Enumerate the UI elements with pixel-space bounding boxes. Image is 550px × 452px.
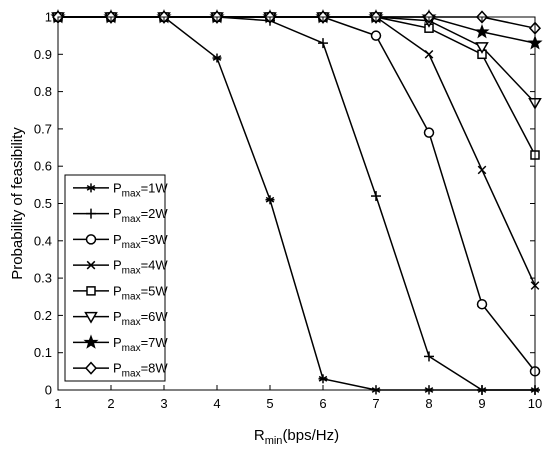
x-tick-label: 1	[54, 396, 61, 411]
legend-item-5: Pmax=5W	[73, 283, 168, 302]
x-tick-label: 8	[425, 396, 432, 411]
legend-label: Pmax=1W	[113, 180, 168, 199]
y-tick-label: 0.5	[34, 196, 52, 211]
legend-marker	[85, 234, 97, 245]
series-1-point	[265, 195, 275, 205]
series-6-point	[475, 42, 489, 54]
x-tick-label: 4	[213, 396, 220, 411]
x-tick-label: 5	[266, 396, 273, 411]
y-tick-label: 0.6	[34, 159, 52, 174]
series-1-point	[318, 374, 328, 384]
axis-titles: Rmin(bps/Hz) Probability of feasibility	[9, 127, 339, 447]
legend-marker	[86, 208, 96, 219]
series-7-point	[474, 23, 490, 39]
legend-marker	[84, 311, 98, 324]
legend-item-4: Pmax=4W	[73, 258, 168, 277]
x-tick-label: 10	[528, 396, 542, 411]
x-tick-label: 9	[478, 396, 485, 411]
y-tick-label: 0.2	[34, 308, 52, 323]
axes: 1 2 3 4 5 6 7 8 9 10 0 0.1 0.2 0.3 0.4 0.5 0.6 0.7 0.8 0.9 1	[34, 10, 542, 412]
legend-label: Pmax=2W	[113, 206, 168, 225]
legend-label: Pmax=3W	[113, 232, 168, 251]
legend-marker	[84, 361, 98, 375]
series-3-point	[476, 298, 488, 310]
y-tick-label: 0.7	[34, 121, 52, 136]
series-2-point	[318, 38, 328, 49]
y-tick-label: 1	[45, 10, 52, 25]
legend-label: Pmax=8W	[113, 361, 168, 380]
series-3-point	[370, 30, 382, 41]
series-1-point	[212, 53, 222, 63]
y-tick-label: 0.3	[34, 271, 52, 286]
x-tick-label: 6	[319, 396, 326, 411]
series-4-point	[424, 49, 434, 59]
legend-item-6: Pmax=6W	[73, 309, 168, 328]
legend-label: Pmax=6W	[113, 309, 168, 328]
x-tick-label: 3	[160, 396, 167, 411]
legend-item-7: Pmax=7W	[73, 334, 168, 354]
x-axis-title: Rmin(bps/Hz)	[254, 427, 339, 447]
y-tick-label: 0.1	[34, 345, 52, 360]
y-axis-title: Probability of feasibility	[9, 127, 26, 280]
series-3-point	[423, 127, 435, 138]
y-tick-label: 0.8	[34, 84, 52, 99]
y-tick-label: 0.9	[34, 47, 52, 62]
legend-label: Pmax=7W	[113, 335, 168, 354]
legend-marker	[83, 334, 99, 349]
legend-marker	[86, 286, 96, 296]
legend-marker	[86, 183, 96, 193]
legend: Pmax=1W Pmax=2W Pmax=3W Pmax=4W Pmax=5W Pmax=…	[64, 174, 168, 382]
x-tick-label: 7	[372, 396, 379, 411]
y-tick-label: 0.4	[34, 233, 52, 248]
legend-label: Pmax=4W	[113, 258, 168, 277]
x-tick-label: 2	[107, 396, 114, 411]
series-2-point	[424, 351, 434, 362]
y-tick-label: 0	[45, 383, 52, 398]
legend-item-3: Pmax=3W	[73, 232, 168, 251]
legend-item-2: Pmax=2W	[73, 206, 168, 225]
legend-item-1: Pmax=1W	[73, 180, 168, 199]
legend-marker	[86, 260, 96, 270]
legend-label: Pmax=5W	[113, 283, 168, 302]
series-4-point	[477, 165, 487, 175]
legend-box	[64, 174, 166, 382]
legend-item-8: Pmax=8W	[73, 361, 168, 380]
series-2-point	[371, 191, 381, 202]
